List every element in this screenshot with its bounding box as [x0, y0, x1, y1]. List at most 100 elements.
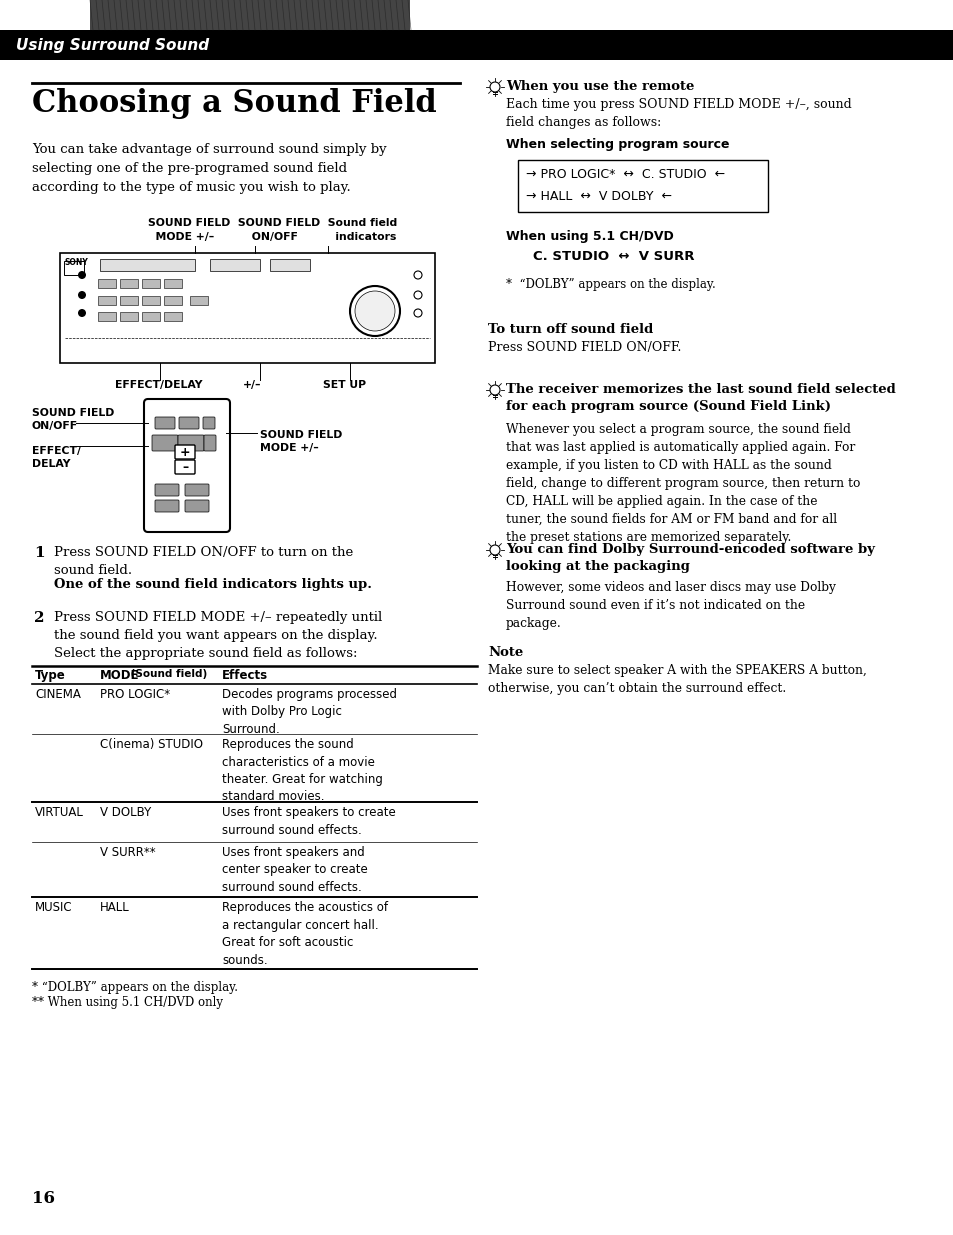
Text: CINEMA: CINEMA: [35, 688, 81, 701]
Text: When you use the remote: When you use the remote: [505, 80, 694, 93]
Text: Reproduces the sound
characteristics of a movie
theater. Great for watching
stan: Reproduces the sound characteristics of …: [222, 739, 382, 804]
Text: Choosing a Sound Field: Choosing a Sound Field: [32, 88, 436, 119]
Text: Note: Note: [488, 646, 522, 659]
Text: One of the sound field indicators lights up.: One of the sound field indicators lights…: [54, 578, 372, 592]
FancyBboxPatch shape: [179, 417, 199, 429]
FancyBboxPatch shape: [152, 435, 178, 451]
Text: You can find Dolby Surround-encoded software by
looking at the packaging: You can find Dolby Surround-encoded soft…: [505, 543, 874, 573]
Bar: [190, 296, 208, 305]
Bar: [100, 259, 194, 270]
Text: SOUND FIELD: SOUND FIELD: [32, 408, 114, 417]
Text: EFFECT/DELAY: EFFECT/DELAY: [115, 380, 202, 390]
Text: Each time you press SOUND FIELD MODE +/–, sound
field changes as follows:: Each time you press SOUND FIELD MODE +/–…: [505, 98, 851, 128]
Text: Type: Type: [35, 669, 66, 682]
Text: 2: 2: [34, 611, 45, 625]
Bar: [164, 312, 182, 321]
Text: PRO LOGIC*: PRO LOGIC*: [100, 688, 170, 701]
Circle shape: [414, 309, 421, 317]
Text: +/–: +/–: [243, 380, 261, 390]
Bar: [210, 259, 260, 270]
Text: → PRO LOGIC*  ↔  C. STUDIO  ←: → PRO LOGIC* ↔ C. STUDIO ←: [525, 168, 724, 182]
FancyBboxPatch shape: [178, 435, 204, 451]
Bar: [164, 296, 182, 305]
Bar: [0, 30, 953, 61]
Bar: [142, 279, 160, 288]
Bar: [60, 253, 435, 363]
Text: DELAY: DELAY: [32, 459, 71, 469]
Text: Make sure to select speaker A with the SPEAKERS A button,
otherwise, you can’t o: Make sure to select speaker A with the S…: [488, 664, 866, 695]
Text: When selecting program source: When selecting program source: [505, 138, 729, 151]
FancyBboxPatch shape: [144, 399, 230, 532]
Bar: [120, 296, 138, 305]
Text: (Sound field): (Sound field): [127, 669, 207, 679]
Text: C. STUDIO  ↔  V SURR: C. STUDIO ↔ V SURR: [533, 249, 694, 263]
Text: V DOLBY: V DOLBY: [100, 806, 152, 819]
FancyBboxPatch shape: [185, 500, 209, 513]
Circle shape: [78, 270, 86, 279]
Text: Press SOUND FIELD MODE +/– repeatedly until
the sound field you want appears on : Press SOUND FIELD MODE +/– repeatedly un…: [54, 611, 382, 659]
Text: Press SOUND FIELD ON/OFF to turn on the
sound field.: Press SOUND FIELD ON/OFF to turn on the …: [54, 546, 353, 577]
Text: C(inema) STUDIO: C(inema) STUDIO: [100, 739, 203, 751]
Text: V SURR**: V SURR**: [100, 846, 155, 860]
Text: VIRTUAL: VIRTUAL: [35, 806, 84, 819]
Text: SET UP: SET UP: [323, 380, 366, 390]
Text: When using 5.1 CH/DVD: When using 5.1 CH/DVD: [505, 230, 673, 243]
FancyBboxPatch shape: [203, 417, 214, 429]
Bar: [90, 0, 410, 30]
Circle shape: [78, 309, 86, 317]
Bar: [64, 261, 84, 275]
Text: Uses front speakers and
center speaker to create
surround sound effects.: Uses front speakers and center speaker t…: [222, 846, 367, 894]
Bar: [98, 312, 116, 321]
Bar: [98, 279, 116, 288]
FancyBboxPatch shape: [204, 435, 215, 451]
Text: EFFECT/: EFFECT/: [32, 446, 81, 456]
Text: 16: 16: [32, 1191, 55, 1207]
FancyBboxPatch shape: [174, 445, 194, 459]
Text: Press SOUND FIELD ON/OFF.: Press SOUND FIELD ON/OFF.: [488, 341, 680, 354]
Bar: [142, 312, 160, 321]
Text: HALL: HALL: [100, 902, 130, 914]
Bar: [120, 312, 138, 321]
Text: –: –: [182, 461, 188, 473]
Text: ** When using 5.1 CH/DVD only: ** When using 5.1 CH/DVD only: [32, 995, 223, 1009]
Text: +: +: [179, 446, 190, 458]
Text: *  “DOLBY” appears on the display.: * “DOLBY” appears on the display.: [505, 278, 715, 291]
Text: * “DOLBY” appears on the display.: * “DOLBY” appears on the display.: [32, 981, 237, 994]
Bar: [120, 279, 138, 288]
Circle shape: [414, 270, 421, 279]
Text: 1: 1: [34, 546, 45, 559]
Circle shape: [355, 291, 395, 331]
Text: The receiver memorizes the last sound field selected
for each program source (So: The receiver memorizes the last sound fi…: [505, 383, 895, 412]
Text: MODE +/–          ON/OFF          indicators: MODE +/– ON/OFF indicators: [148, 232, 395, 242]
Bar: [517, 161, 767, 212]
Circle shape: [414, 291, 421, 299]
Text: Uses front speakers to create
surround sound effects.: Uses front speakers to create surround s…: [222, 806, 395, 836]
FancyBboxPatch shape: [185, 484, 209, 496]
Circle shape: [78, 291, 86, 299]
Circle shape: [350, 287, 399, 336]
FancyBboxPatch shape: [154, 500, 179, 513]
FancyBboxPatch shape: [154, 484, 179, 496]
Text: To turn off sound field: To turn off sound field: [488, 324, 653, 336]
Text: ON/OFF: ON/OFF: [32, 421, 78, 431]
Text: SOUND FIELD  SOUND FIELD  Sound field: SOUND FIELD SOUND FIELD Sound field: [148, 219, 396, 228]
Bar: [98, 296, 116, 305]
Text: MUSIC: MUSIC: [35, 902, 72, 914]
Text: SOUND FIELD: SOUND FIELD: [260, 430, 342, 440]
Bar: [270, 259, 310, 270]
Text: Effects: Effects: [222, 669, 268, 682]
Bar: [164, 279, 182, 288]
Bar: [142, 296, 160, 305]
Text: SONY: SONY: [65, 258, 89, 267]
Text: However, some videos and laser discs may use Dolby
Surround sound even if it’s n: However, some videos and laser discs may…: [505, 580, 835, 630]
FancyBboxPatch shape: [154, 417, 174, 429]
Text: → HALL  ↔  V DOLBY  ←: → HALL ↔ V DOLBY ←: [525, 190, 671, 203]
Text: Decodes programs processed
with Dolby Pro Logic
Surround.: Decodes programs processed with Dolby Pr…: [222, 688, 396, 736]
FancyBboxPatch shape: [174, 459, 194, 474]
Text: Reproduces the acoustics of
a rectangular concert hall.
Great for soft acoustic
: Reproduces the acoustics of a rectangula…: [222, 902, 388, 967]
Text: MODE: MODE: [100, 669, 139, 682]
Text: MODE +/–: MODE +/–: [260, 443, 318, 453]
Text: Using Surround Sound: Using Surround Sound: [16, 38, 209, 53]
Text: Whenever you select a program source, the sound field
that was last applied is a: Whenever you select a program source, th…: [505, 424, 860, 543]
Text: You can take advantage of surround sound simply by
selecting one of the pre-prog: You can take advantage of surround sound…: [32, 143, 386, 194]
